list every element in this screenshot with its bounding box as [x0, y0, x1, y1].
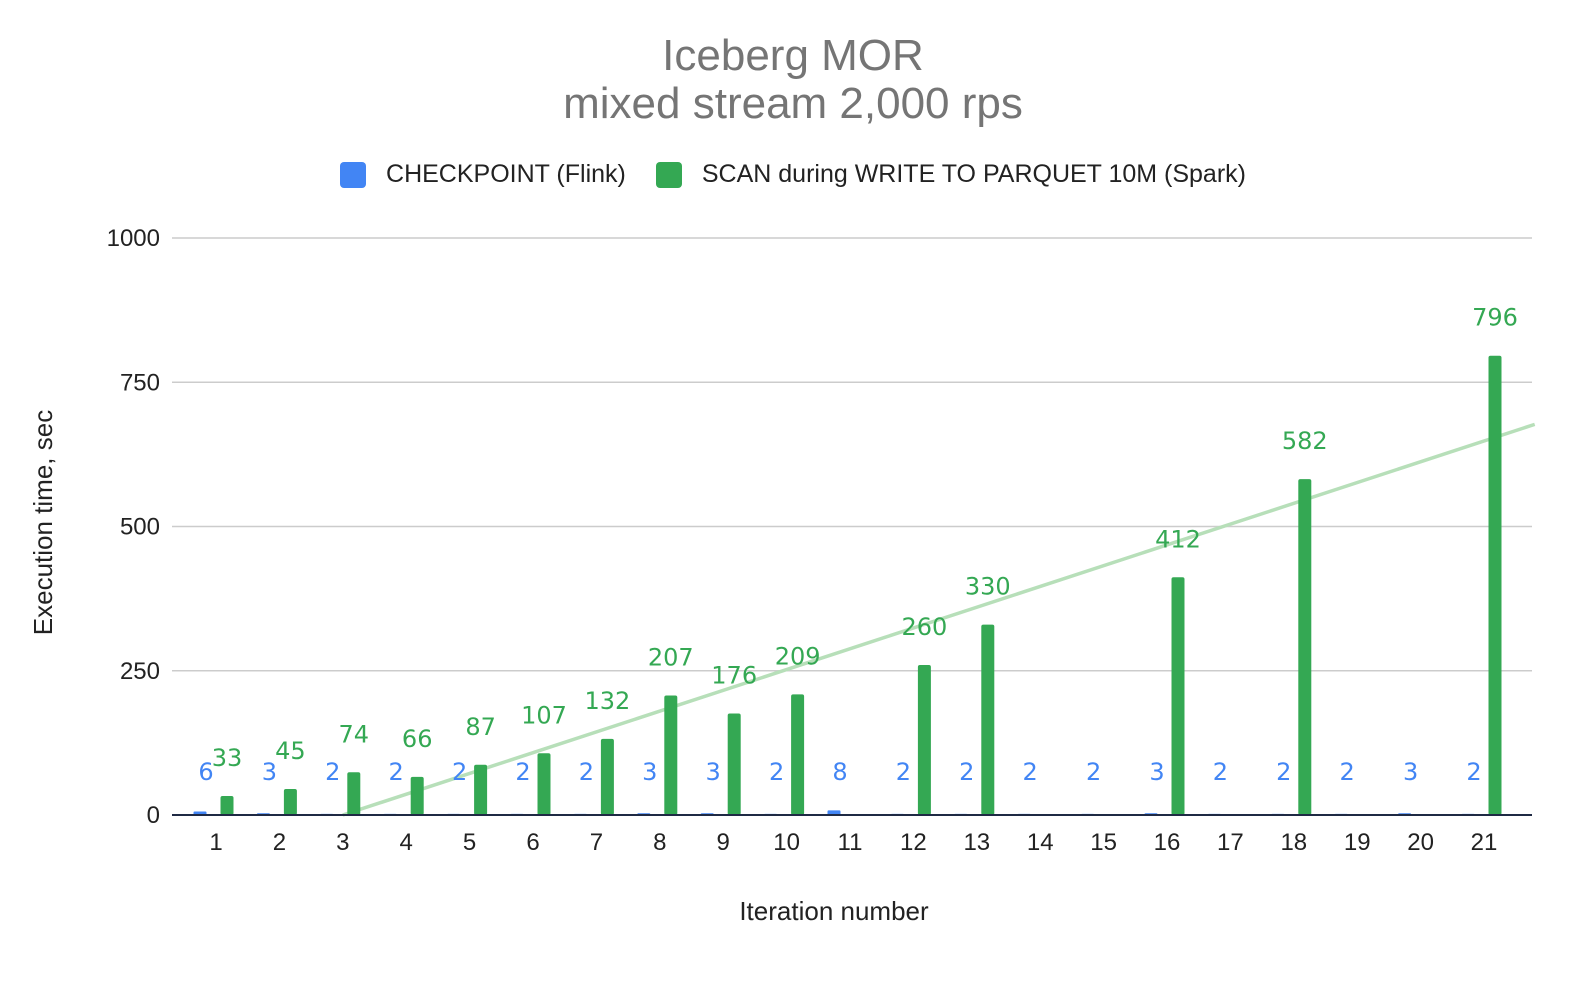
- data-label-scan-3: 74: [339, 720, 370, 748]
- data-label-checkpoint-11: 8: [832, 758, 847, 786]
- y-tick-label-1000: 1000: [107, 225, 160, 252]
- bar-scan-18: [1298, 479, 1312, 815]
- x-tick-label-18: 18: [1280, 829, 1307, 856]
- data-label-scan-8: 207: [648, 644, 694, 672]
- x-tick-label-16: 16: [1154, 829, 1181, 856]
- data-label-checkpoint-14: 2: [1023, 758, 1038, 786]
- legend-item-scan: SCAN during WRITE TO PARQUET 10M (Spark): [655, 160, 1246, 189]
- data-label-checkpoint-18: 2: [1276, 758, 1291, 786]
- data-label-scan-16: 412: [1155, 525, 1201, 553]
- chart-title: Iceberg MOR: [662, 31, 924, 80]
- data-label-scan-18: 582: [1282, 427, 1328, 455]
- legend-swatch-checkpoint: [340, 161, 367, 188]
- x-tick-label-3: 3: [336, 829, 349, 856]
- data-label-checkpoint-2: 3: [262, 758, 277, 786]
- y-tick-label-250: 250: [120, 658, 160, 685]
- bar-scan-10: [791, 694, 805, 815]
- x-tick-label-17: 17: [1217, 829, 1244, 856]
- data-label-checkpoint-1: 6: [198, 758, 213, 786]
- bar-scan-13: [981, 624, 995, 815]
- x-tick-label-1: 1: [209, 829, 222, 856]
- data-label-checkpoint-9: 3: [706, 758, 721, 786]
- bar-scan-2: [283, 789, 297, 815]
- gridlines: [172, 237, 1532, 672]
- x-tick-label-5: 5: [463, 829, 476, 856]
- legend-item-checkpoint: CHECKPOINT (Flink): [340, 160, 626, 189]
- data-label-checkpoint-4: 2: [389, 758, 404, 786]
- legend-label-checkpoint: CHECKPOINT (Flink): [386, 160, 626, 188]
- data-label-checkpoint-5: 2: [452, 758, 467, 786]
- bar-scan-21: [1488, 355, 1502, 815]
- y-tick-label-750: 750: [120, 369, 160, 396]
- x-tick-label-6: 6: [526, 829, 539, 856]
- trendline: [342, 422, 1536, 817]
- x-tick-label-20: 20: [1407, 829, 1434, 856]
- legend-swatch-scan: [655, 161, 682, 188]
- data-label-scan-9: 176: [711, 661, 757, 689]
- data-label-scan-4: 66: [402, 725, 433, 753]
- data-label-checkpoint-17: 2: [1213, 758, 1228, 786]
- data-label-checkpoint-15: 2: [1086, 758, 1101, 786]
- bar-scan-3: [347, 772, 361, 815]
- x-tick-label-19: 19: [1344, 829, 1371, 856]
- bar-checkpoint-11: [827, 810, 841, 815]
- data-label-checkpoint-6: 2: [515, 758, 530, 786]
- data-label-checkpoint-8: 3: [642, 758, 657, 786]
- bar-scan-9: [727, 713, 741, 815]
- data-label-checkpoint-16: 3: [1149, 758, 1164, 786]
- data-label-scan-21: 796: [1472, 304, 1518, 332]
- data-label-scan-13: 330: [965, 573, 1011, 601]
- x-tick-label-21: 21: [1471, 829, 1498, 856]
- trendline-layer: [342, 422, 1536, 817]
- bar-scan-6: [537, 753, 551, 815]
- data-label-scan-7: 132: [584, 687, 630, 715]
- bar-scan-12: [917, 664, 931, 815]
- x-tick-label-2: 2: [273, 829, 286, 856]
- data-label-scan-1: 33: [212, 744, 243, 772]
- x-tick-label-4: 4: [400, 829, 413, 856]
- chart-legend: CHECKPOINT (Flink) SCAN during WRITE TO …: [0, 160, 1586, 189]
- x-tick-label-13: 13: [963, 829, 990, 856]
- x-tick-label-9: 9: [717, 829, 730, 856]
- data-label-scan-2: 45: [275, 737, 306, 765]
- x-tick-label-11: 11: [838, 829, 863, 856]
- data-label-checkpoint-19: 2: [1340, 758, 1355, 786]
- bar-scan-4: [410, 776, 424, 815]
- y-tick-label-0: 0: [147, 802, 160, 829]
- bar-scan-8: [664, 695, 678, 815]
- x-tick-label-7: 7: [590, 829, 603, 856]
- x-tick-label-14: 14: [1027, 829, 1054, 856]
- data-label-checkpoint-12: 2: [896, 758, 911, 786]
- data-label-scan-12: 260: [901, 613, 947, 641]
- x-tick-label-12: 12: [900, 829, 927, 856]
- data-label-scan-10: 209: [775, 642, 821, 670]
- x-tick-label-15: 15: [1090, 829, 1117, 856]
- y-tick-label-500: 500: [120, 514, 160, 541]
- y-axis-title: Execution time, sec: [28, 410, 58, 635]
- bar-scan-5: [474, 764, 488, 815]
- data-label-checkpoint-3: 2: [325, 758, 340, 786]
- data-label-checkpoint-20: 3: [1403, 758, 1418, 786]
- x-tick-label-8: 8: [653, 829, 666, 856]
- data-label-scan-5: 87: [465, 713, 496, 741]
- bar-scan-16: [1171, 577, 1185, 815]
- data-label-scan-6: 107: [521, 701, 567, 729]
- chart-subtitle: mixed stream 2,000 rps: [563, 79, 1023, 128]
- bars: [193, 355, 1502, 815]
- x-tick-label-10: 10: [773, 829, 800, 856]
- data-label-checkpoint-21: 2: [1466, 758, 1481, 786]
- data-label-checkpoint-13: 2: [959, 758, 974, 786]
- chart-title-block: Iceberg MOR mixed stream 2,000 rps: [0, 32, 1586, 128]
- data-label-checkpoint-10: 2: [769, 758, 784, 786]
- data-label-checkpoint-7: 2: [579, 758, 594, 786]
- bar-scan-1: [220, 795, 234, 815]
- x-axis-title: Iteration number: [739, 896, 929, 926]
- legend-label-scan: SCAN during WRITE TO PARQUET 10M (Spark): [701, 160, 1246, 188]
- bar-scan-7: [600, 738, 614, 815]
